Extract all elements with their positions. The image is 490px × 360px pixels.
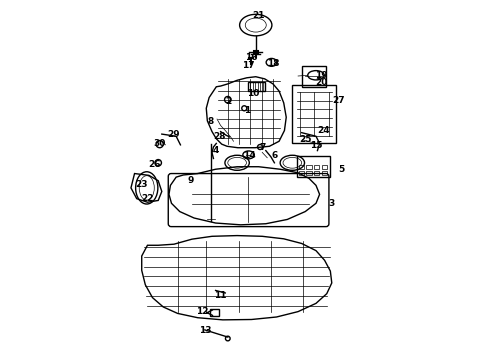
Bar xyxy=(248,82,265,91)
Bar xyxy=(314,165,319,169)
Bar xyxy=(293,85,336,143)
Bar xyxy=(306,165,312,169)
Bar xyxy=(210,309,219,316)
Text: 10: 10 xyxy=(246,89,259,98)
Text: 3: 3 xyxy=(328,199,334,208)
Text: 7: 7 xyxy=(259,143,266,152)
Text: 13: 13 xyxy=(199,326,212,335)
Text: 25: 25 xyxy=(299,135,312,144)
Text: 18: 18 xyxy=(267,59,279,68)
Text: 23: 23 xyxy=(135,180,148,189)
Bar xyxy=(306,171,312,175)
Text: 14: 14 xyxy=(243,151,256,160)
Text: 27: 27 xyxy=(333,96,345,105)
Text: 24: 24 xyxy=(317,126,329,135)
Bar xyxy=(299,165,304,169)
Text: 4: 4 xyxy=(212,146,219,155)
Text: 1: 1 xyxy=(244,105,250,114)
Bar xyxy=(302,66,326,87)
Bar xyxy=(322,165,327,169)
Text: 22: 22 xyxy=(141,194,154,203)
Bar xyxy=(314,171,319,175)
Text: 15: 15 xyxy=(310,141,322,150)
Text: 2: 2 xyxy=(226,97,232,106)
Text: 6: 6 xyxy=(271,151,277,160)
Text: 28: 28 xyxy=(213,132,225,141)
Text: 8: 8 xyxy=(208,117,214,126)
Bar xyxy=(296,156,330,177)
Text: 21: 21 xyxy=(252,11,265,20)
Text: 19: 19 xyxy=(315,71,327,80)
Bar xyxy=(299,171,304,175)
Text: 5: 5 xyxy=(339,165,345,174)
Text: 17: 17 xyxy=(242,61,254,70)
Text: 16: 16 xyxy=(245,53,258,62)
Bar xyxy=(322,171,327,175)
Text: 20: 20 xyxy=(315,78,327,87)
Text: 11: 11 xyxy=(214,291,227,300)
Text: 12: 12 xyxy=(196,307,209,316)
Text: 26: 26 xyxy=(148,161,161,170)
Text: 9: 9 xyxy=(187,176,194,185)
Text: 30: 30 xyxy=(153,139,166,148)
Text: 29: 29 xyxy=(168,130,180,139)
